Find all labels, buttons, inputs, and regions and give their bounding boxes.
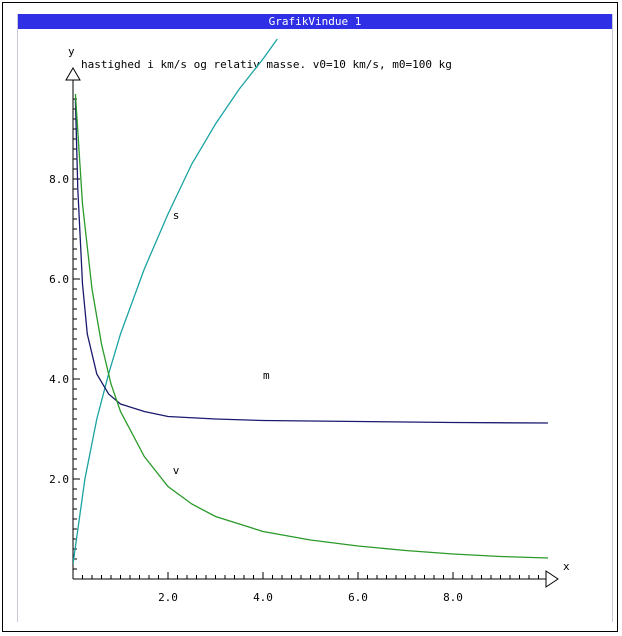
x-axis-arrow <box>545 570 559 588</box>
x-axis-label: x <box>563 560 570 573</box>
annotations: s m v <box>173 209 270 477</box>
y-tick-label: 6.0 <box>49 273 69 286</box>
series-line-s <box>73 38 278 565</box>
window-titlebar[interactable]: GrafikVindue 1 <box>18 14 612 29</box>
chart-title: hastighed i km/s og relativ masse. v0=10… <box>81 58 452 71</box>
y-axis-arrow <box>65 67 81 81</box>
y-tick-label: 8.0 <box>49 173 69 186</box>
series-label-m: m <box>263 369 270 382</box>
x-tick-label: 4.0 <box>253 591 273 604</box>
series-line-v <box>74 93 549 559</box>
axes <box>65 67 559 588</box>
series-group <box>73 38 549 565</box>
series-line-m <box>74 98 549 424</box>
graph-window: GrafikVindue 1 hastighed i km/s og relat… <box>17 14 613 622</box>
y-axis-label: y <box>68 45 75 58</box>
y-tick-label: 2.0 <box>49 473 69 486</box>
x-tick-label: 8.0 <box>443 591 463 604</box>
series-label-v: v <box>173 464 180 477</box>
x-tick-label: 2.0 <box>158 591 178 604</box>
axis-ticks: 2.0 4.0 6.0 8.0 2.0 4.0 6.0 8.0 <box>49 98 539 604</box>
y-tick-label: 4.0 <box>49 373 69 386</box>
plot-area: hastighed i km/s og relativ masse. v0=10… <box>49 38 570 604</box>
series-label-s: s <box>173 209 180 222</box>
x-tick-label: 6.0 <box>348 591 368 604</box>
